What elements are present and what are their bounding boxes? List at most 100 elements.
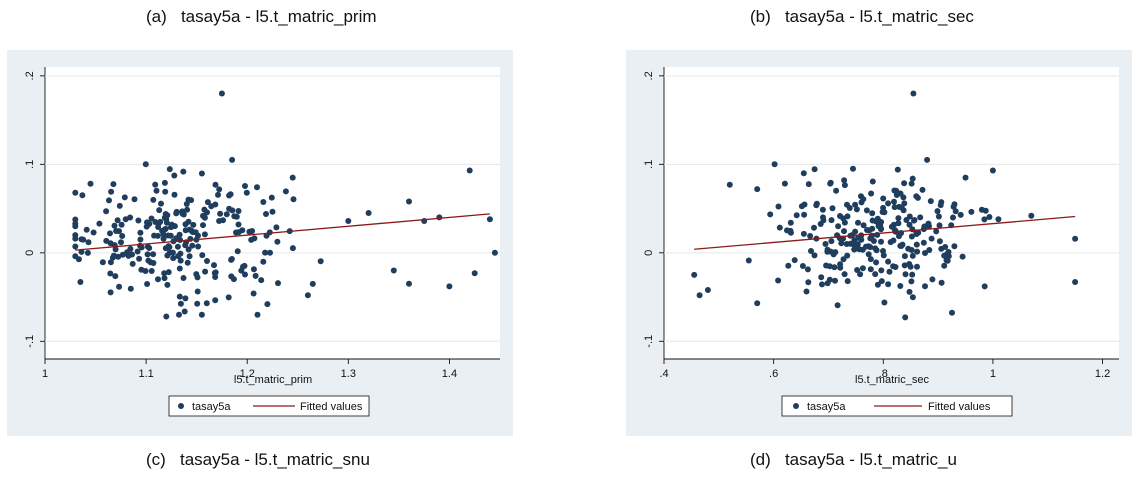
- data-point: [108, 188, 115, 195]
- data-point: [164, 281, 171, 288]
- data-point: [176, 293, 183, 300]
- plot-area: [664, 67, 1119, 359]
- data-point: [908, 233, 915, 240]
- data-point: [859, 265, 866, 272]
- data-point: [942, 244, 949, 250]
- data-point: [79, 192, 86, 199]
- data-point: [466, 167, 473, 174]
- data-point: [246, 228, 253, 235]
- data-point: [250, 290, 257, 297]
- data-point: [106, 197, 112, 204]
- data-point: [914, 263, 920, 270]
- data-point: [880, 252, 887, 259]
- data-point: [215, 191, 221, 198]
- data-point: [951, 243, 958, 250]
- data-point: [981, 283, 988, 290]
- data-point: [234, 248, 241, 255]
- data-point: [145, 257, 152, 264]
- data-point: [895, 215, 902, 222]
- data-point: [309, 280, 316, 287]
- data-point: [107, 240, 114, 247]
- data-point: [78, 236, 85, 243]
- data-point: [169, 249, 176, 256]
- data-point: [211, 262, 217, 269]
- data-point: [235, 229, 242, 236]
- data-point: [174, 243, 181, 250]
- y-tick-label: -.1: [24, 335, 36, 348]
- data-point: [901, 180, 908, 187]
- data-point: [854, 267, 861, 273]
- data-point: [151, 232, 158, 239]
- data-point: [212, 297, 219, 304]
- data-point: [834, 302, 841, 309]
- data-point: [843, 241, 850, 247]
- data-point: [182, 221, 189, 228]
- legend: tasay5a Fitted values: [168, 395, 370, 417]
- data-point: [155, 276, 161, 283]
- data-point: [892, 264, 899, 270]
- data-point: [944, 250, 951, 257]
- data-point: [258, 277, 265, 284]
- data-point: [852, 201, 859, 208]
- data-point: [111, 222, 118, 229]
- data-point: [345, 218, 352, 224]
- data-point: [926, 247, 933, 253]
- data-point: [268, 194, 275, 201]
- data-point: [177, 300, 184, 307]
- data-point: [179, 208, 186, 215]
- data-point: [869, 178, 876, 185]
- data-point: [262, 249, 269, 256]
- data-point: [90, 229, 97, 236]
- data-point: [144, 281, 151, 287]
- data-point: [134, 248, 141, 255]
- data-point: [250, 266, 257, 273]
- y-tick-label: .1: [24, 160, 36, 169]
- points-layer: [691, 90, 1079, 321]
- data-point: [390, 267, 397, 274]
- data-point: [116, 228, 122, 235]
- data-point: [198, 311, 205, 318]
- data-point: [103, 208, 110, 215]
- data-point: [192, 229, 199, 236]
- data-point: [885, 258, 892, 265]
- data-point: [161, 270, 168, 277]
- data-point: [913, 193, 920, 200]
- data-point: [833, 187, 840, 194]
- fit-layer: [75, 213, 490, 251]
- data-point: [867, 256, 874, 263]
- data-point: [491, 249, 498, 256]
- data-point: [204, 258, 210, 264]
- data-point: [800, 230, 807, 237]
- data-point: [181, 308, 188, 315]
- data-point: [127, 285, 134, 292]
- data-point: [185, 246, 192, 253]
- data-point: [99, 259, 106, 266]
- data-point: [840, 256, 847, 263]
- data-point: [878, 278, 885, 285]
- data-point: [775, 277, 782, 284]
- data-point: [254, 184, 260, 191]
- data-point: [745, 257, 752, 264]
- data-point: [888, 223, 895, 230]
- data-point: [824, 280, 831, 287]
- data-point: [908, 247, 915, 253]
- data-point: [115, 253, 122, 260]
- data-point: [220, 217, 226, 224]
- data-point: [260, 258, 267, 265]
- data-point: [869, 210, 876, 217]
- data-point: [909, 252, 916, 259]
- data-point: [822, 241, 829, 247]
- data-point: [107, 289, 114, 296]
- data-point: [148, 215, 155, 222]
- data-point: [828, 217, 835, 224]
- data-point: [906, 261, 913, 267]
- x-tick-label: 1.4: [442, 368, 457, 380]
- data-point: [161, 275, 168, 282]
- data-point: [878, 238, 884, 245]
- data-point: [144, 243, 151, 250]
- data-point: [195, 243, 202, 250]
- data-point: [959, 253, 966, 260]
- data-point: [868, 190, 875, 197]
- y-tick-label: .2: [643, 71, 655, 80]
- data-point: [163, 313, 170, 320]
